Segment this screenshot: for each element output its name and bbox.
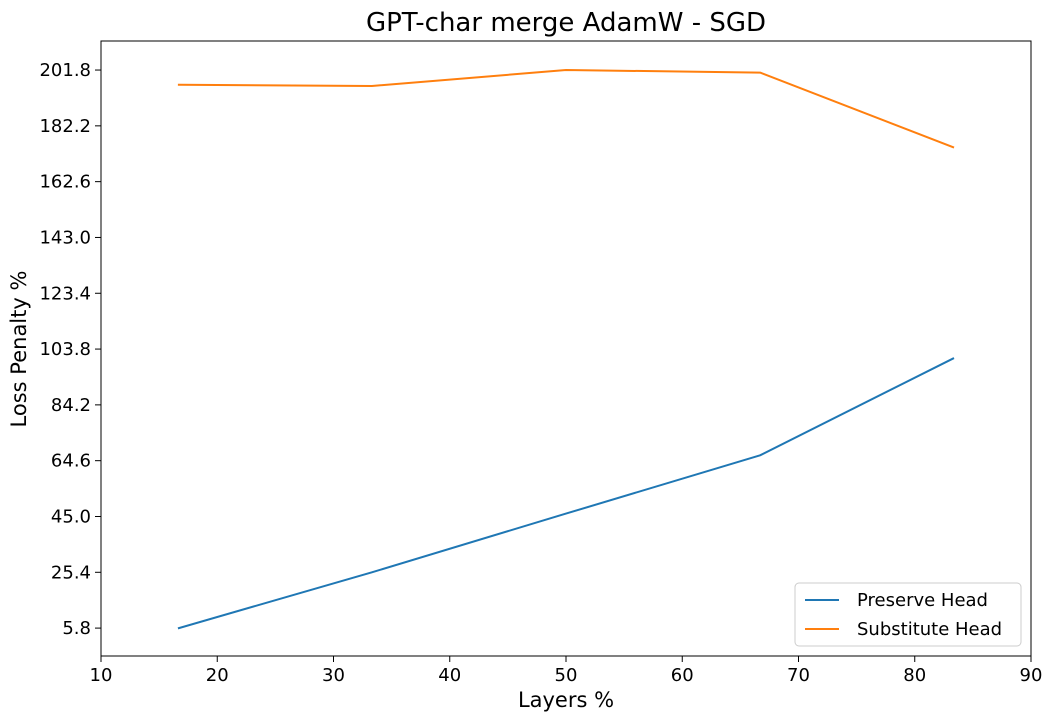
y-tick-label: 201.8 [39,60,91,81]
y-tick-label: 64.6 [51,451,91,472]
y-tick-label: 25.4 [51,562,91,583]
x-tick-label: 90 [1020,665,1043,686]
series-line-preserve-head [177,357,955,630]
y-tick-label: 103.8 [39,339,91,360]
legend-box [794,582,1022,647]
y-tick-label: 182.2 [39,116,91,137]
x-tick-label: 80 [903,665,926,686]
x-axis-ticks: 10 20 30 40 50 60 70 80 90 [90,656,1043,686]
y-tick-label: 162.6 [39,172,91,193]
legend-entry-label: Preserve Head [857,590,988,611]
legend-entry-label: Substitute Head [857,619,1002,640]
y-tick-label: 143.0 [39,227,91,248]
x-tick-label: 60 [671,665,694,686]
x-tick-label: 20 [206,665,229,686]
x-tick-label: 50 [555,665,578,686]
y-axis-label: Loss Penalty % [7,271,31,428]
x-tick-label: 30 [322,665,345,686]
y-tick-label: 123.4 [39,283,91,304]
y-tick-label: 84.2 [51,395,91,416]
x-tick-label: 40 [438,665,461,686]
x-tick-label: 10 [90,665,113,686]
x-tick-label: 70 [787,665,810,686]
series-layer [177,69,955,630]
y-tick-label: 5.8 [62,618,91,639]
x-axis-label: Layers % [518,688,614,712]
chart-title: GPT-char merge AdamW - SGD [366,8,766,38]
legend: Preserve Head Substitute Head [794,582,1022,647]
y-axis-ticks: 5.8 25.4 45.0 64.6 84.2 103.8 123.4 143.0 162.6 1… [39,60,101,639]
y-tick-label: 45.0 [51,506,91,527]
series-line-substitute-head [177,69,955,149]
